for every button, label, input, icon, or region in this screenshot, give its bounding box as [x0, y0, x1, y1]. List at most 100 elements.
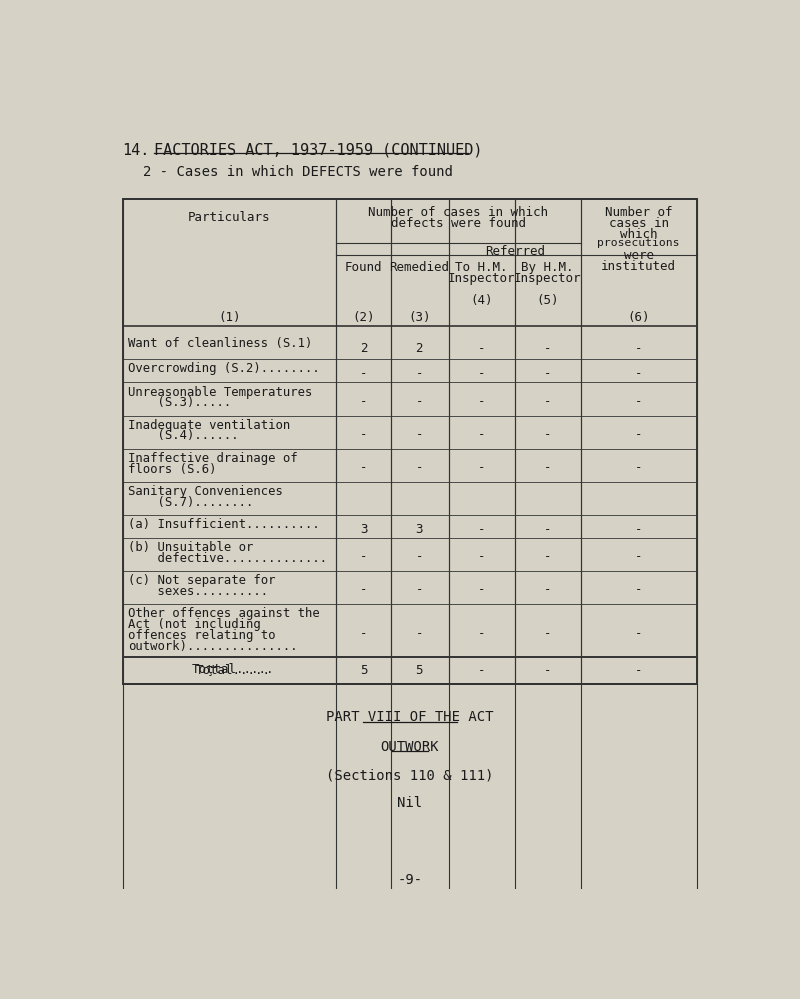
Text: Overcrowding (S.2)........: Overcrowding (S.2)........	[128, 363, 320, 376]
Text: prosecutions: prosecutions	[598, 239, 680, 249]
Text: -: -	[415, 626, 423, 639]
Text: -: -	[478, 550, 485, 563]
Text: OUTWORK: OUTWORK	[381, 739, 439, 753]
Text: outwork)...............: outwork)...............	[128, 639, 298, 652]
Text: which: which	[620, 228, 658, 241]
Text: (Sections 110 & 111): (Sections 110 & 111)	[326, 769, 494, 783]
Text: -: -	[478, 626, 485, 639]
Text: -: -	[360, 428, 367, 441]
Text: (5): (5)	[536, 294, 558, 307]
Text: -: -	[543, 461, 551, 474]
Text: (S.3).....: (S.3).....	[128, 397, 231, 410]
Text: (2): (2)	[352, 311, 374, 324]
Text: 2: 2	[415, 343, 423, 356]
Text: -: -	[635, 583, 642, 596]
Text: -: -	[415, 395, 423, 408]
Text: cases in: cases in	[609, 217, 669, 230]
Text: -: -	[360, 461, 367, 474]
Text: Inspector: Inspector	[514, 272, 581, 285]
Text: offences relating to: offences relating to	[128, 628, 275, 641]
Text: -: -	[415, 428, 423, 441]
Text: (3): (3)	[408, 311, 430, 324]
Text: Found: Found	[345, 261, 382, 274]
Text: To H.M.: To H.M.	[455, 261, 507, 274]
Text: (S.7)........: (S.7)........	[128, 496, 254, 508]
Text: Referred: Referred	[485, 246, 545, 259]
Text: -: -	[635, 550, 642, 563]
Text: -: -	[478, 428, 485, 441]
Text: 3: 3	[360, 522, 367, 535]
Text: sexes..........: sexes..........	[128, 585, 268, 598]
Text: (1): (1)	[218, 311, 241, 324]
Text: Want of cleanliness (S.1): Want of cleanliness (S.1)	[128, 337, 312, 350]
Text: -: -	[635, 367, 642, 380]
Text: (a) Insufficient..........: (a) Insufficient..........	[128, 517, 320, 531]
Text: -: -	[415, 550, 423, 563]
Text: Number of cases in which: Number of cases in which	[368, 206, 548, 219]
Text: defective..............: defective..............	[128, 551, 327, 564]
Text: -: -	[635, 522, 642, 535]
Text: -: -	[543, 664, 551, 677]
Text: -: -	[543, 367, 551, 380]
Text: were: were	[624, 249, 654, 263]
Text: -: -	[635, 664, 642, 677]
Text: Toţtal.....: Toţtal.....	[192, 663, 274, 676]
Text: -: -	[415, 583, 423, 596]
Text: -: -	[635, 343, 642, 356]
Text: -: -	[635, 626, 642, 639]
Text: Nil: Nil	[398, 796, 422, 810]
Text: Unreasonable Temperatures: Unreasonable Temperatures	[128, 386, 312, 399]
Text: -: -	[635, 395, 642, 408]
Text: (4): (4)	[470, 294, 493, 307]
Text: 5: 5	[360, 664, 367, 677]
Text: 2: 2	[360, 343, 367, 356]
Text: 2 - Cases in which DEFECTS were found: 2 - Cases in which DEFECTS were found	[142, 165, 453, 179]
Text: Other offences against the: Other offences against the	[128, 607, 320, 620]
Text: Act (not including: Act (not including	[128, 618, 261, 631]
Text: (S.4)......: (S.4)......	[128, 430, 238, 443]
Text: -: -	[635, 461, 642, 474]
Text: Remedied: Remedied	[390, 261, 450, 274]
Text: -: -	[543, 428, 551, 441]
Text: Particulars: Particulars	[188, 211, 270, 224]
Text: Inaffective drainage of: Inaffective drainage of	[128, 452, 298, 465]
Text: -: -	[543, 522, 551, 535]
Text: -: -	[478, 461, 485, 474]
Text: Inadequate ventilation: Inadequate ventilation	[128, 419, 290, 432]
Text: 5: 5	[415, 664, 423, 677]
Text: instituted: instituted	[601, 260, 676, 273]
Text: floors (S.6): floors (S.6)	[128, 463, 216, 476]
Text: -: -	[415, 461, 423, 474]
Text: -: -	[478, 343, 485, 356]
Text: -: -	[478, 522, 485, 535]
Text: -: -	[360, 626, 367, 639]
Text: By H.M.: By H.M.	[521, 261, 574, 274]
Text: -: -	[635, 428, 642, 441]
Text: -: -	[478, 583, 485, 596]
Text: -: -	[478, 367, 485, 380]
Text: -: -	[478, 664, 485, 677]
Text: 14.: 14.	[122, 143, 149, 158]
Text: Inspector: Inspector	[447, 272, 515, 285]
Text: Number of: Number of	[605, 206, 672, 219]
Text: -: -	[415, 367, 423, 380]
Text: -: -	[543, 583, 551, 596]
Text: 3: 3	[415, 522, 423, 535]
Text: (c) Not separate for: (c) Not separate for	[128, 574, 275, 587]
Text: -: -	[543, 343, 551, 356]
Text: -9-: -9-	[398, 873, 422, 887]
Text: -: -	[360, 367, 367, 380]
Text: -: -	[478, 395, 485, 408]
Text: Total.....: Total.....	[196, 663, 270, 676]
Text: PART VIII OF THE ACT: PART VIII OF THE ACT	[326, 710, 494, 724]
Text: FACTORIES ACT, 1937-1959 (CONTINUED): FACTORIES ACT, 1937-1959 (CONTINUED)	[154, 143, 482, 158]
Text: -: -	[360, 395, 367, 408]
Text: (6): (6)	[627, 311, 650, 324]
Text: -: -	[543, 395, 551, 408]
Text: Sanitary Conveniences: Sanitary Conveniences	[128, 485, 282, 498]
Text: defects were found: defects were found	[390, 217, 526, 230]
Text: -: -	[360, 550, 367, 563]
Text: -: -	[543, 626, 551, 639]
Text: (b) Unsuitable or: (b) Unsuitable or	[128, 541, 254, 554]
Text: -: -	[360, 583, 367, 596]
